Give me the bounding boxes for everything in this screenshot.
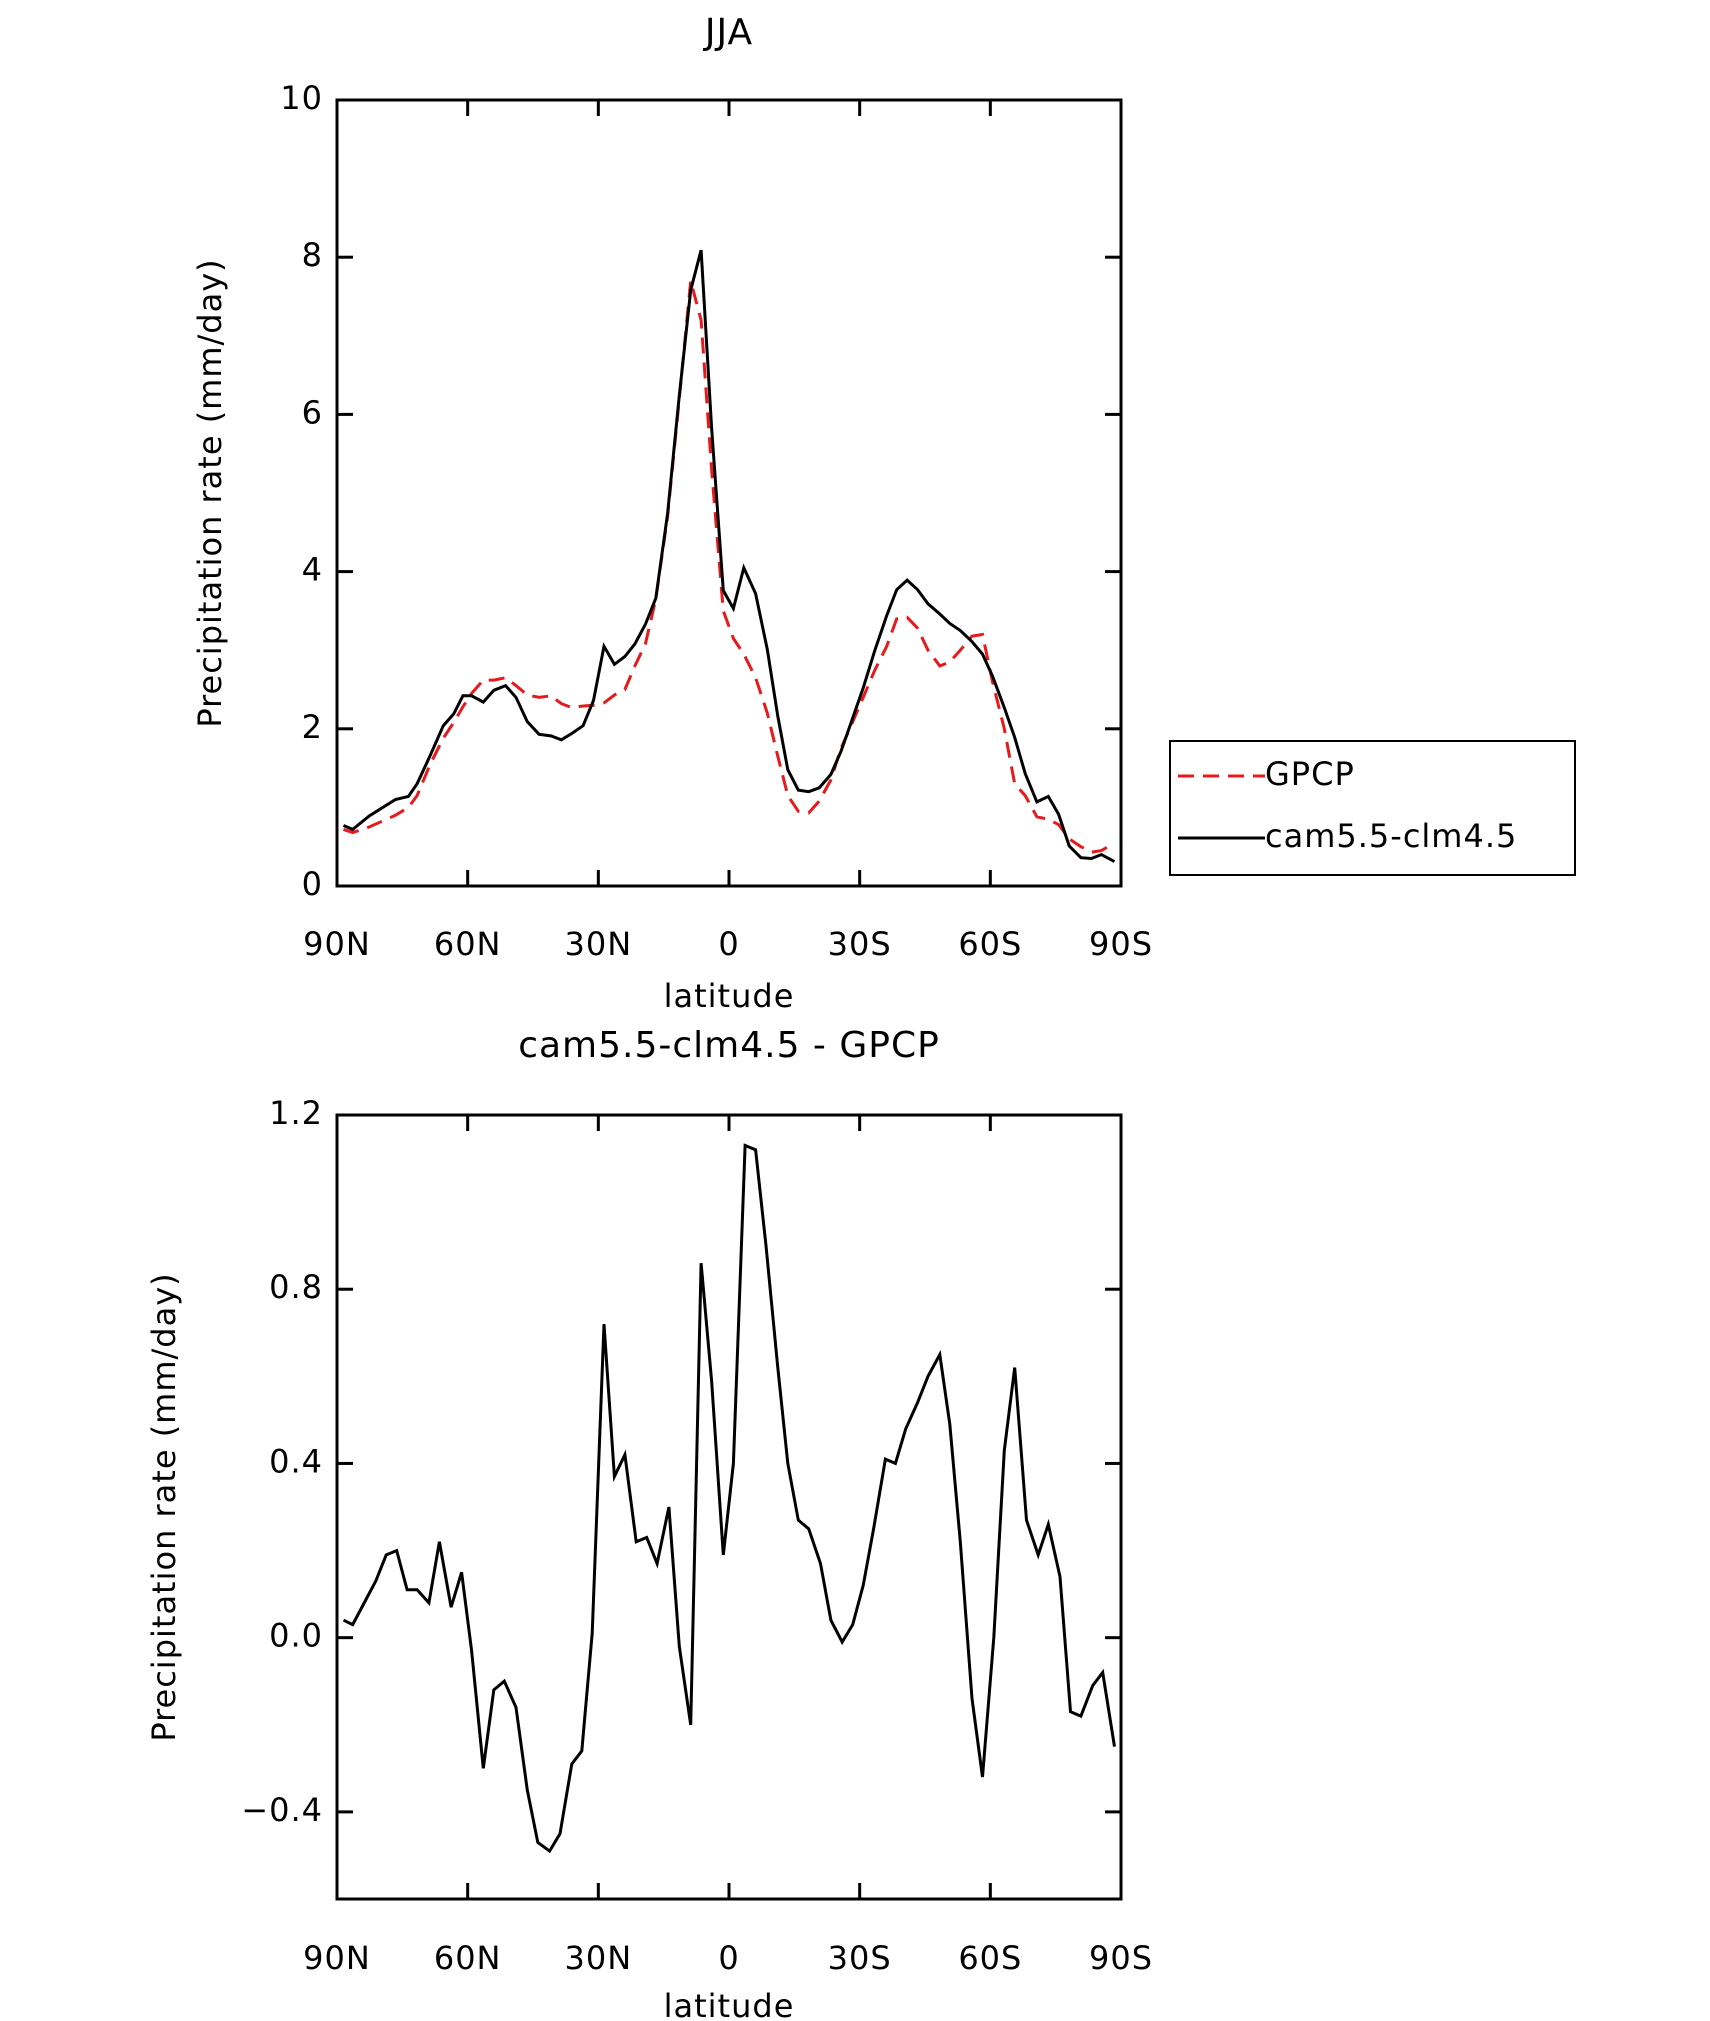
x-tick-label: 30N: [565, 925, 633, 963]
y-tick-label: 0.8: [269, 1268, 323, 1306]
x-tick-label: 60N: [434, 925, 502, 963]
legend-label: GPCP: [1265, 755, 1355, 793]
series-line: [343, 280, 1116, 854]
x-tick-label: 0: [718, 1939, 739, 1977]
x-tick-label: 0: [718, 925, 739, 963]
y-tick-label: 2: [302, 708, 323, 746]
plot-frame: [335, 1113, 1123, 1901]
y-tick-label: 6: [302, 393, 323, 431]
x-tick-label: 30N: [565, 1939, 633, 1977]
legend-label: cam5.5-clm4.5: [1265, 817, 1517, 855]
x-axis-label: latitude: [664, 1987, 795, 2021]
chart-title: JJA: [703, 12, 753, 53]
series-line: [342, 1143, 1116, 1854]
y-tick-label: 4: [302, 551, 323, 589]
legend-box: [1169, 740, 1576, 876]
x-tick-label: 60S: [958, 925, 1022, 963]
x-tick-label: 60S: [958, 1939, 1022, 1977]
y-tick-label: 1.2: [269, 1094, 323, 1132]
y-tick-label: −0.4: [241, 1791, 323, 1829]
y-axis-label: Precipitation rate (mm/day): [191, 258, 229, 727]
x-tick-label: 90N: [303, 1939, 371, 1977]
chart-title: cam5.5-clm4.5 - GPCP: [518, 1025, 940, 1066]
y-tick-label: 10: [280, 79, 323, 117]
x-tick-label: 60N: [434, 1939, 502, 1977]
x-tick-label: 30S: [828, 925, 892, 963]
series-line: [342, 249, 1116, 863]
plot-frame: [335, 98, 1123, 888]
x-tick-label: 90N: [303, 925, 371, 963]
y-axis-label: Precipitation rate (mm/day): [145, 1272, 183, 1741]
x-tick-label: 90S: [1089, 1939, 1153, 1977]
y-tick-label: 0: [302, 865, 323, 903]
y-tick-label: 0.0: [269, 1617, 323, 1655]
x-axis-label: latitude: [664, 977, 795, 1015]
x-tick-label: 30S: [828, 1939, 892, 1977]
y-tick-label: 8: [302, 236, 323, 274]
y-tick-label: 0.4: [269, 1442, 323, 1480]
x-tick-label: 90S: [1089, 925, 1153, 963]
